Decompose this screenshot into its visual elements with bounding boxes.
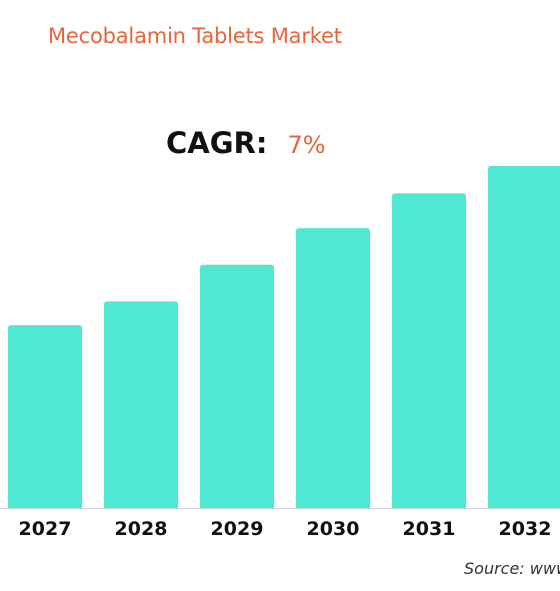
bar-2029 bbox=[200, 264, 274, 508]
source-note: Source: www bbox=[464, 559, 560, 578]
x-tick-label: 2028 bbox=[115, 518, 168, 540]
x-tick-label: 2027 bbox=[19, 518, 72, 540]
x-tick-label: 2030 bbox=[307, 518, 360, 540]
x-tick-label: 2032 bbox=[499, 518, 552, 540]
bar-2027 bbox=[8, 325, 82, 508]
bar-2030 bbox=[296, 228, 370, 508]
x-tick-label: 2031 bbox=[403, 518, 456, 540]
bar-2032 bbox=[488, 166, 560, 508]
cagr-value: 7% bbox=[287, 131, 326, 159]
chart-title: Mecobalamin Tablets Market bbox=[48, 24, 342, 48]
bar-2028 bbox=[104, 301, 178, 508]
cagr-label: CAGR: bbox=[166, 126, 268, 160]
cagr-callout: CAGR: 7% bbox=[166, 126, 326, 160]
x-tick-label: 2029 bbox=[211, 518, 264, 540]
bar-2031 bbox=[392, 193, 466, 508]
